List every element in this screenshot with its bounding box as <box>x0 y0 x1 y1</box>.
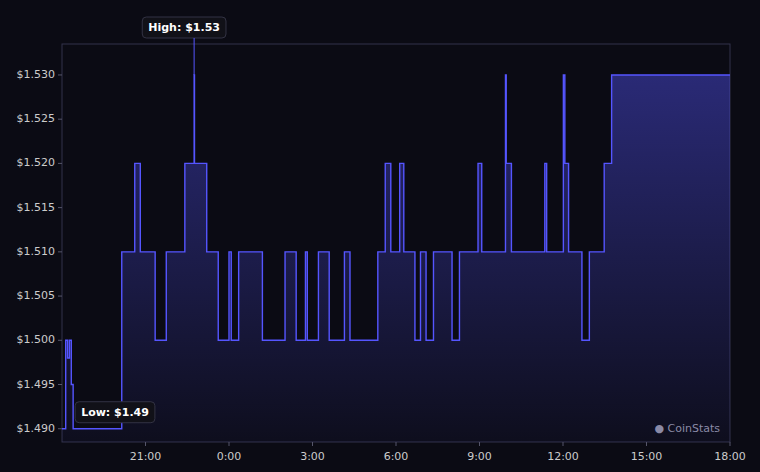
x-tick-label: 12:00 <box>547 450 579 463</box>
y-tick-label: $1.520 <box>17 156 56 169</box>
price-area <box>62 75 730 442</box>
x-tick <box>730 442 731 446</box>
x-tick <box>479 442 480 446</box>
annotation-leader <box>194 38 195 75</box>
annotation: High: $1.53 <box>142 17 226 38</box>
x-tick <box>145 442 146 446</box>
y-tick <box>58 296 62 297</box>
annotation: Low: $1.49 <box>75 402 155 423</box>
y-tick <box>58 384 62 385</box>
y-tick <box>58 119 62 120</box>
chart: $1.490 $1.495 $1.500 $1.505 $1.510 $1.515 $1.5… <box>0 0 760 472</box>
x-tick <box>229 442 230 446</box>
y-tick-label: $1.500 <box>17 333 56 346</box>
background <box>0 0 760 472</box>
y-tick <box>58 207 62 208</box>
annotation-text: High: $1.53 <box>148 21 220 34</box>
y-tick-label: $1.490 <box>17 422 56 435</box>
x-tick-label: 0:00 <box>217 450 242 463</box>
plot-area <box>62 75 730 442</box>
watermark: ● CoinStats <box>654 422 720 435</box>
y-tick <box>58 340 62 341</box>
y-tick-label: $1.505 <box>17 289 56 302</box>
y-tick <box>58 74 62 75</box>
y-tick-label: $1.510 <box>17 245 56 258</box>
y-tick <box>58 428 62 429</box>
plot-frame <box>62 44 730 442</box>
x-tick-label: 3:00 <box>300 450 325 463</box>
x-tick <box>563 442 564 446</box>
x-tick-label: 9:00 <box>467 450 492 463</box>
y-tick-label: $1.525 <box>17 112 56 125</box>
x-tick-label: 21:00 <box>130 450 162 463</box>
x-tick-label: 15:00 <box>631 450 663 463</box>
y-tick-label: $1.530 <box>17 68 56 81</box>
x-tick <box>646 442 647 446</box>
y-tick-label: $1.495 <box>17 378 56 391</box>
annotation-text: Low: $1.49 <box>81 406 149 419</box>
x-tick <box>312 442 313 446</box>
annotation-box <box>75 402 155 423</box>
price-line <box>62 75 730 429</box>
x-tick <box>396 442 397 446</box>
y-tick-label: $1.515 <box>17 201 56 214</box>
y-tick <box>58 163 62 164</box>
annotation-box <box>142 17 226 38</box>
y-tick <box>58 251 62 252</box>
x-tick-label: 18:00 <box>714 450 746 463</box>
x-tick-label: 6:00 <box>384 450 409 463</box>
